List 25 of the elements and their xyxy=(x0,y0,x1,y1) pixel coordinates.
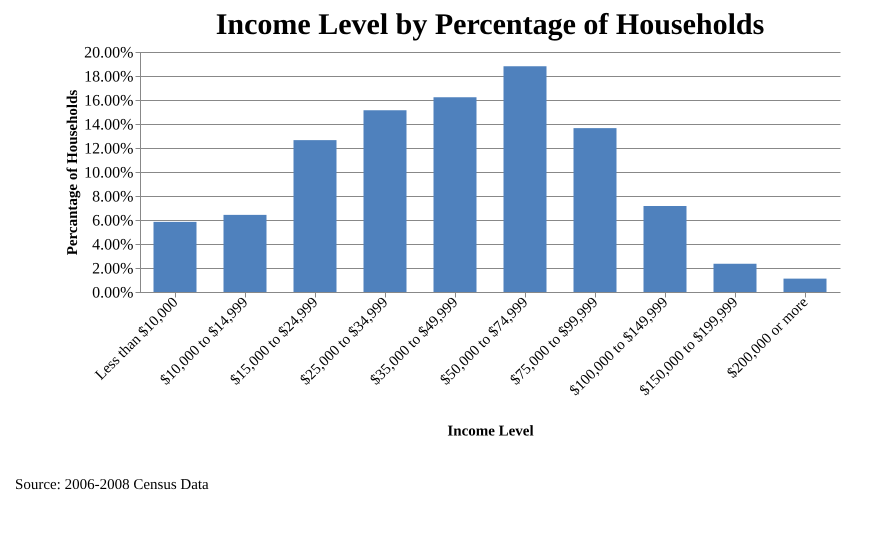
bar xyxy=(504,66,546,292)
bar xyxy=(434,97,476,292)
y-tick-label: 12.00% xyxy=(84,140,134,158)
bar xyxy=(364,110,406,292)
y-tick-label: 4.00% xyxy=(92,236,134,254)
bar xyxy=(644,206,686,292)
bar xyxy=(714,264,756,292)
y-tick-label: 18.00% xyxy=(84,68,134,86)
y-tick-label: 16.00% xyxy=(84,92,134,110)
y-tick-label: 20.00% xyxy=(84,44,134,62)
source-note: Source: 2006-2008 Census Data xyxy=(15,477,210,493)
y-tick-label: 10.00% xyxy=(84,164,134,182)
y-tick-label: 2.00% xyxy=(92,260,134,278)
bar xyxy=(574,128,616,292)
y-tick-label: 0.00% xyxy=(92,284,134,302)
y-tick-label: 8.00% xyxy=(92,188,134,206)
bar xyxy=(784,278,826,292)
y-tick-label: 14.00% xyxy=(84,116,134,134)
bar xyxy=(154,222,196,292)
bar xyxy=(224,214,266,292)
bar xyxy=(294,140,336,292)
y-tick-label: 6.00% xyxy=(92,212,134,230)
y-axis-title: Percantage of Households xyxy=(65,90,82,256)
x-axis-title: Income Level xyxy=(447,423,534,440)
chart-title: Income Level by Percentage of Households xyxy=(216,8,764,41)
